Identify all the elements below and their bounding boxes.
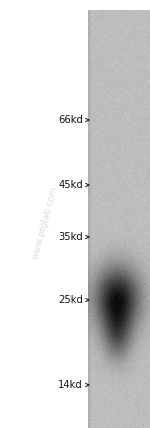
Text: 25kd: 25kd: [58, 295, 83, 305]
Text: 14kd: 14kd: [58, 380, 83, 390]
Text: www.ptglab.com: www.ptglab.com: [31, 185, 59, 260]
Text: 45kd: 45kd: [58, 180, 83, 190]
Text: 66kd: 66kd: [58, 115, 83, 125]
Text: 35kd: 35kd: [58, 232, 83, 242]
